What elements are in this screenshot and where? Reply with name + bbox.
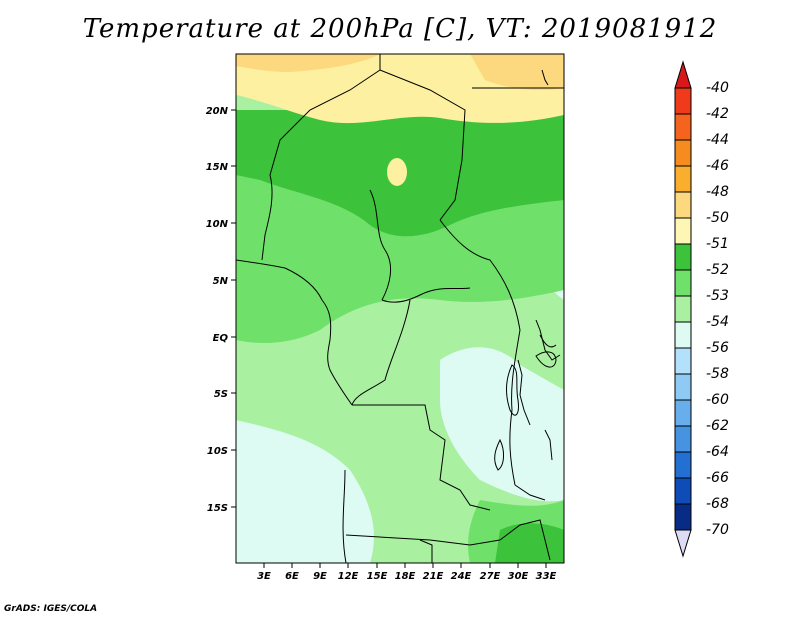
lon-tick: 9E [313, 571, 327, 582]
lat-tick: 20N [206, 106, 229, 117]
lon-tick: 30E [508, 571, 529, 582]
plot-frame [235, 53, 565, 564]
colorbar-swatch [674, 399, 692, 427]
colorbar-label: -48 [706, 184, 729, 200]
colorbar-label: -50 [706, 210, 729, 226]
lakes [494, 351, 557, 471]
colorbar-label: -40 [706, 80, 729, 96]
lat-tick: 15N [206, 162, 229, 173]
lon-tick: 21E [423, 571, 444, 582]
colorbar-swatch [674, 347, 692, 375]
colorbar-swatch [674, 425, 692, 453]
colorbar-swatch [674, 321, 692, 349]
colorbar-swatch [674, 269, 692, 297]
lon-tick: 24E [451, 571, 472, 582]
borders [236, 54, 564, 563]
colorbar-label: -64 [706, 444, 729, 460]
lon-tick: 33E [536, 571, 557, 582]
field-green-52-south [495, 523, 564, 563]
lon-tick: 27E [480, 571, 501, 582]
colorbar-label: -70 [706, 522, 729, 538]
colorbar [674, 60, 692, 558]
colorbar-swatch [674, 295, 692, 323]
colorbar-label: -60 [706, 392, 729, 408]
colorbar-label: -62 [706, 418, 729, 434]
lat-axis: 20N 15N 10N 5N EQ 5S 10S 15S [206, 106, 236, 514]
colorbar-swatch [674, 87, 692, 115]
colorbar-swatch [674, 243, 692, 271]
colorbar-label: -53 [706, 288, 729, 304]
colorbar-label: -52 [706, 262, 729, 278]
colorbar-swatch [674, 451, 692, 479]
lat-tick: 15S [207, 503, 228, 514]
colorbar-label: -56 [706, 340, 729, 356]
colorbar-label: -58 [706, 366, 729, 382]
footer-credit: GrADS: IGES/COLA [4, 604, 98, 614]
colorbar-swatch [674, 477, 692, 505]
colorbar-label: -42 [706, 106, 729, 122]
lon-axis: 3E 6E 9E 12E 15E 18E 21E 24E 27E 30E 33E [257, 563, 557, 582]
field-cyan-56-southwest [236, 420, 374, 563]
lon-tick: 6E [285, 571, 299, 582]
lat-tick: 10N [206, 219, 229, 230]
colorbar-swatch [674, 191, 692, 219]
colorbar-swatch [674, 373, 692, 401]
colorbar-swatch [674, 165, 692, 193]
colorbar-swatch [674, 217, 692, 245]
field-yellow-48 [236, 54, 380, 72]
colorbar-label: -46 [706, 158, 729, 174]
colorbar-swatch [674, 139, 692, 167]
lon-tick: 18E [395, 571, 416, 582]
colorbar-label: -66 [706, 470, 729, 486]
colorbar-label: -44 [706, 132, 729, 148]
lat-tick: EQ [213, 333, 229, 344]
field-yellow-48-ne [470, 54, 564, 90]
map-title: Temperature at 200hPa [C], VT: 201908191… [82, 14, 718, 44]
colorbar-label: -51 [706, 236, 729, 252]
lon-tick: 12E [338, 571, 359, 582]
lat-tick: 5N [213, 276, 229, 287]
field-cyan-56-east [440, 347, 564, 502]
lon-tick: 3E [257, 571, 271, 582]
colorbar-swatch [674, 113, 692, 141]
field-yellow-50-blob [387, 158, 407, 186]
colorbar-label: -54 [706, 314, 729, 330]
map-fields [236, 54, 564, 563]
lat-tick: 10S [207, 446, 228, 457]
lat-tick: 5S [214, 389, 228, 400]
lon-tick: 15E [367, 571, 388, 582]
colorbar-label: -68 [706, 496, 729, 512]
colorbar-bottom-arrow [674, 529, 692, 558]
colorbar-swatch [674, 503, 692, 531]
colorbar-top-arrow [674, 60, 692, 89]
